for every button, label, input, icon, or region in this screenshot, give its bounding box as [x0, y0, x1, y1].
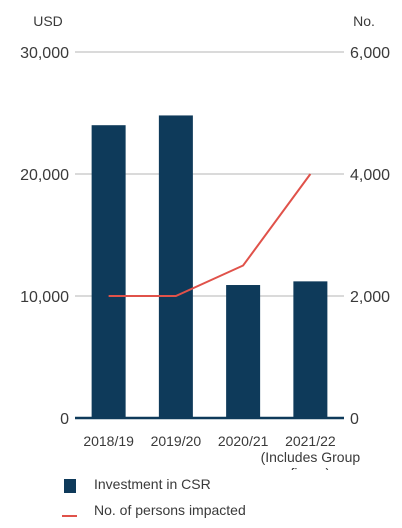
legend-label-investment: Investment in CSR — [94, 476, 211, 492]
y-left-tick-label: 20,000 — [20, 167, 69, 184]
legend-swatch-bar — [64, 479, 76, 493]
legend-label-persons: No. of persons impacted — [94, 502, 246, 518]
y-left-tick-label: 30,000 — [20, 45, 69, 62]
x-tick-label: figure) — [291, 465, 331, 470]
line-persons-impacted — [109, 174, 311, 296]
y-right-unit: No. — [353, 13, 375, 29]
bar-investment — [226, 285, 260, 418]
x-tick-label: 2020/21 — [218, 433, 269, 449]
y-right-tick-label: 4,000 — [350, 167, 390, 184]
y-left-tick-label: 10,000 — [20, 289, 69, 306]
x-tick-label: 2021/22 — [285, 433, 336, 449]
y-right-tick-label: 0 — [350, 411, 359, 428]
x-tick-label: 2019/20 — [151, 433, 202, 449]
bar-investment — [293, 281, 327, 418]
bar-investment — [92, 125, 126, 418]
bar-investment — [159, 115, 193, 418]
y-right-tick-label: 6,000 — [350, 45, 390, 62]
x-tick-label: (Includes Group — [261, 449, 361, 465]
x-tick-label: 2018/19 — [83, 433, 134, 449]
y-left-tick-label: 0 — [60, 411, 69, 428]
legend-swatch-line — [62, 515, 77, 517]
y-left-unit: USD — [33, 13, 63, 29]
chart: USD No. 0 10,000 20,000 30,000 0 2,000 4,000 6,00… — [0, 0, 402, 470]
y-right-tick-label: 2,000 — [350, 289, 390, 306]
